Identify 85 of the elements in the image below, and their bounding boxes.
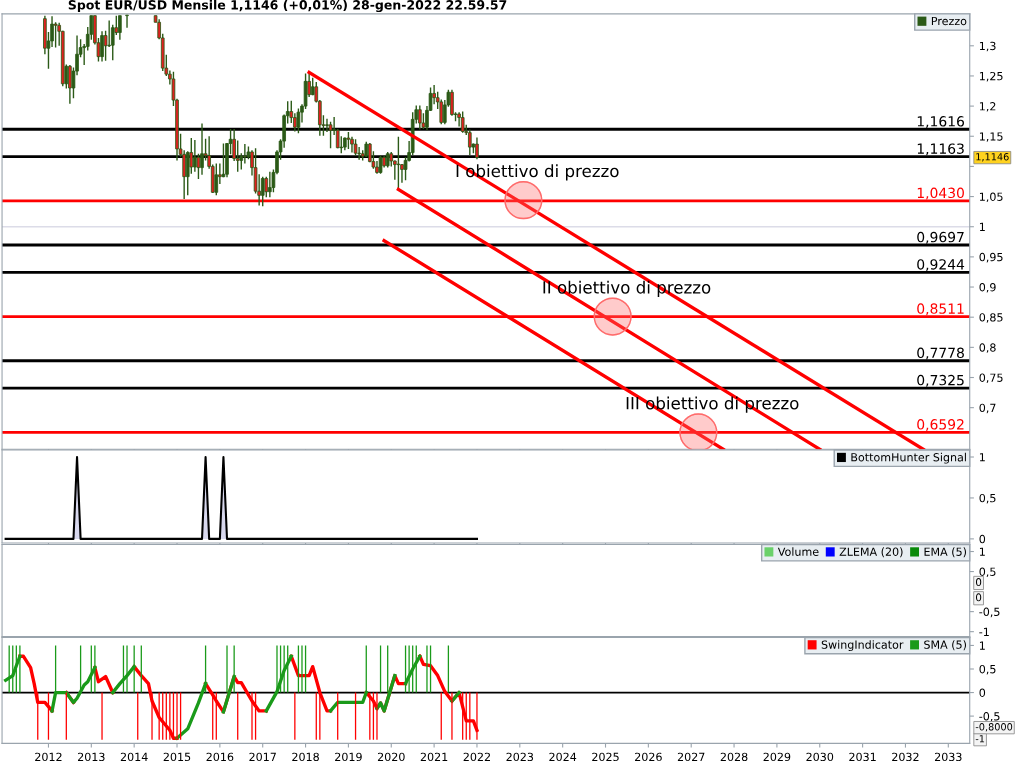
candlestick [468, 128, 472, 156]
x-tick-label: 2032 [892, 752, 919, 762]
candlestick [264, 175, 269, 198]
legend-label: Volume [777, 547, 819, 556]
y-tick-label: 1,05 [979, 192, 1003, 203]
candlestick [53, 21, 58, 49]
text: -0,8000 [975, 723, 1013, 732]
x-tick-label: 2028 [720, 752, 748, 762]
candlestick [396, 136, 401, 189]
candlestick [68, 64, 72, 105]
ref-line-label: 1,1616 [917, 116, 965, 128]
x-tick-label: 2015 [163, 752, 191, 762]
y-tick-label: 0,95 [979, 252, 1003, 263]
candlestick [268, 171, 272, 198]
x-tick-label: 2012 [35, 752, 62, 762]
x-tick-label: 2030 [806, 752, 834, 762]
y-tick-label: 0,5 [979, 664, 996, 675]
candlestick [118, 14, 122, 41]
candlestick [196, 153, 201, 180]
x-tick-label: 2033 [934, 752, 962, 762]
candlestick [125, 14, 129, 29]
candlestick [325, 118, 329, 133]
y-tick-label: 1 [979, 641, 985, 650]
x-tick-label: 2025 [592, 752, 619, 762]
x-tick-label: 2014 [120, 752, 148, 762]
candlestick [189, 137, 194, 175]
x-tick-label: 2026 [635, 752, 662, 762]
ref-line-label: 0,8511 [917, 303, 964, 316]
legend-label: SwingIndicator [821, 640, 904, 651]
candlestick [200, 122, 204, 176]
chart-title: Spot EUR/USD Mensile 1,1146 (+0,01%) 28-gen-2022 22.59.57 [68, 0, 507, 13]
y-tick-label: 1,2 [979, 102, 996, 112]
y-tick-label: 1,3 [979, 41, 996, 52]
x-tick-label: 2020 [377, 752, 405, 762]
legend-label: Prezzo [931, 16, 967, 26]
y-tick-label: 0 [979, 688, 986, 697]
ref-line-label: 1,0430 [917, 187, 964, 200]
legend-label: BottomHunter Signal [851, 452, 966, 464]
y-tick-label: 0,5 [979, 493, 996, 504]
x-tick-label: 2022 [463, 752, 490, 762]
ref-line-label: 0,6592 [917, 419, 964, 431]
x-tick-label: 2024 [549, 752, 577, 762]
x-tick-label: 2027 [677, 752, 705, 762]
x-tick-label: 2031 [849, 752, 876, 762]
y-tick-label: 1,25 [979, 71, 1003, 82]
text: 1,1146 [976, 153, 1009, 162]
y-tick-label: -0,5 [979, 607, 1000, 618]
legend-label: EMA (5) [924, 547, 966, 558]
x-tick-label: 2021 [420, 752, 448, 762]
x-tick-label: 2023 [506, 752, 534, 762]
x-tick-label: 2029 [763, 752, 791, 762]
y-tick-label: 0,7 [979, 403, 996, 414]
y-tick-label: 0,85 [979, 313, 1003, 323]
y-tick-label: 1 [979, 453, 985, 462]
y-tick-label: -0,5 [979, 712, 1000, 722]
x-tick-label: 2019 [335, 752, 362, 762]
candlestick [475, 136, 479, 160]
ref-line-label: 0,7778 [917, 347, 964, 360]
candlestick [296, 107, 301, 134]
y-tick-label: 1 [979, 547, 985, 556]
ref-line-label: 1,1163 [917, 143, 964, 156]
y-tick-label: 0,9 [979, 283, 996, 293]
candlestick [418, 104, 422, 131]
candlestick [450, 89, 454, 117]
legend-label: SMA (5) [924, 640, 966, 651]
candlestick [260, 175, 265, 207]
y-tick-label: 0,5 [979, 567, 996, 578]
x-tick-label: 2017 [249, 752, 276, 762]
y-tick-label: 1,15 [979, 132, 1003, 142]
x-tick-label: 2013 [77, 752, 105, 762]
x-tick-label: 2018 [292, 752, 319, 762]
candlestick [357, 146, 361, 161]
candlestick [328, 121, 333, 150]
ref-line-label: 0,9244 [917, 259, 965, 272]
y-tick-label: -1 [979, 627, 989, 636]
y-tick-label: 0 [979, 534, 986, 544]
legend-label: ZLEMA (20) [839, 547, 903, 558]
candlestick [350, 136, 354, 154]
ref-line-label: 0,9697 [917, 231, 964, 244]
candlestick [100, 30, 104, 63]
x-tick-label: 2016 [206, 752, 234, 762]
y-tick-label: 0,8 [979, 343, 996, 353]
y-tick-label: 0,75 [979, 373, 1003, 384]
ref-line-label: 0,7325 [917, 374, 964, 387]
y-tick-label: 1 [979, 222, 985, 231]
